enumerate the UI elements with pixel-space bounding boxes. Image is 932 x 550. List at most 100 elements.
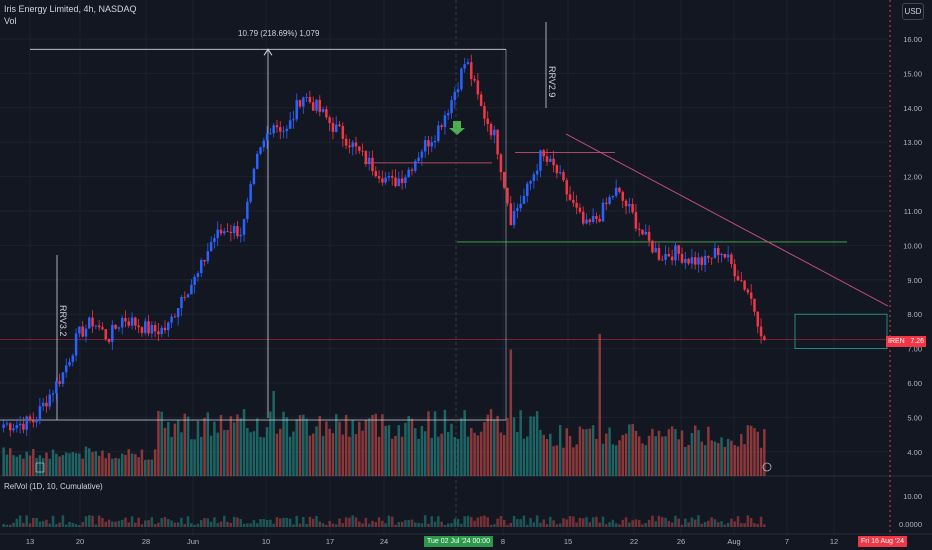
- candle-body: [190, 284, 193, 295]
- relvol-bar: [512, 515, 516, 527]
- relvol-bar: [335, 524, 338, 527]
- volume-bar: [410, 418, 414, 476]
- relvol-bar: [647, 519, 651, 527]
- symbol-title[interactable]: Iris Energy Limited, 4h, NASDAQ: [4, 4, 137, 14]
- candle-body: [529, 181, 532, 184]
- candle-body: [611, 195, 615, 198]
- relvol-bar: [206, 518, 210, 527]
- volume-bar: [134, 454, 137, 476]
- relvol-bar: [519, 519, 522, 527]
- volume-bar: [591, 425, 595, 476]
- price-tag-value: 7.26: [910, 338, 924, 345]
- candle-body: [565, 180, 569, 195]
- candle-body: [404, 177, 407, 184]
- volume-bar: [239, 418, 242, 476]
- volume-bar: [433, 411, 437, 476]
- volume-bar: [18, 454, 22, 476]
- candle-body: [236, 226, 239, 237]
- candle-body: [417, 157, 420, 162]
- relvol-bar: [697, 515, 700, 527]
- volume-bar: [341, 434, 345, 476]
- candle-body: [242, 219, 246, 235]
- relvol-bar: [282, 517, 285, 527]
- candle-body: [549, 158, 552, 162]
- candles: [2, 54, 766, 437]
- volume-bar: [394, 435, 397, 476]
- volume-bar: [526, 436, 529, 476]
- candle-body: [157, 331, 160, 335]
- volume-bar: [624, 433, 628, 476]
- relvol-bar: [298, 523, 302, 527]
- candle-body: [450, 100, 453, 114]
- candle-body: [387, 176, 391, 178]
- volume-bar: [670, 426, 674, 476]
- volume-bar: [58, 456, 61, 476]
- relvol-bar: [407, 520, 410, 527]
- candle-body: [358, 146, 361, 151]
- candle-body: [206, 251, 210, 262]
- volume-bar: [476, 435, 480, 476]
- relvol-bar: [374, 522, 378, 527]
- volume-label[interactable]: Vol: [4, 16, 17, 26]
- volume-bar: [397, 425, 401, 476]
- volume-bar: [420, 426, 424, 476]
- relvol-bar: [219, 521, 223, 527]
- volume-bar: [377, 436, 381, 476]
- candle-body: [354, 142, 358, 147]
- candle-body: [637, 228, 641, 230]
- candle-body: [519, 203, 522, 209]
- candle-body: [552, 158, 555, 166]
- candle-body: [203, 259, 206, 262]
- date-tick-label: 26: [677, 537, 685, 546]
- candle-body: [575, 202, 578, 208]
- price-axis[interactable]: 16.00 15.00 14.00 13.00 12.00 11.00 10.00 9.00 8…: [899, 35, 922, 529]
- volume-bar: [15, 456, 19, 476]
- relvol-bars: [2, 515, 766, 527]
- candle-body: [749, 292, 753, 299]
- volume-bar: [423, 431, 427, 476]
- relvol-bar: [275, 517, 279, 527]
- relvol-indicator-label[interactable]: RelVol (1D, 10, Cumulative): [4, 482, 103, 491]
- relvol-bar: [328, 520, 331, 527]
- candle-body: [213, 238, 216, 243]
- volume-bar: [693, 425, 697, 476]
- relvol-bar: [381, 520, 384, 527]
- candle-body: [2, 424, 5, 428]
- relvol-bar: [420, 523, 424, 527]
- relvol-bar: [150, 517, 154, 527]
- volume-bar: [588, 428, 592, 476]
- relvol-bar: [242, 523, 246, 527]
- candle-body: [101, 327, 104, 330]
- volume-bar: [575, 444, 578, 476]
- candle-body: [753, 298, 756, 312]
- volume-bar: [140, 449, 144, 476]
- relvol-bar: [397, 522, 401, 527]
- candle-body: [614, 187, 618, 196]
- relvol-bar: [562, 518, 565, 527]
- volume-bar: [209, 435, 213, 476]
- relvol-bar: [364, 517, 368, 527]
- candle-body: [427, 140, 430, 147]
- candle-body: [680, 253, 684, 263]
- volume-bar: [598, 333, 601, 476]
- candle-body: [88, 317, 91, 329]
- currency-button[interactable]: USD: [902, 3, 924, 20]
- relvol-bar: [193, 524, 196, 527]
- volume-bar: [288, 436, 292, 476]
- price-tick-label: 16.00: [903, 35, 922, 44]
- chart-drawings[interactable]: [0, 0, 889, 535]
- time-axis[interactable]: 13 20 28 Jun 10 17 24 8 15 22 26 Aug 7 12: [26, 537, 838, 546]
- volume-bar: [262, 437, 266, 476]
- relvol-bar: [311, 518, 315, 527]
- volume-bar: [581, 429, 585, 476]
- candle-body: [624, 200, 628, 207]
- relvol-bar: [641, 524, 644, 527]
- relvol-bar: [144, 520, 147, 527]
- candle-body: [288, 120, 292, 129]
- relvol-bar: [390, 516, 394, 527]
- candle-body: [124, 317, 127, 322]
- volume-bar: [568, 436, 572, 476]
- relvol-bar: [246, 523, 249, 527]
- relvol-bar: [74, 524, 78, 527]
